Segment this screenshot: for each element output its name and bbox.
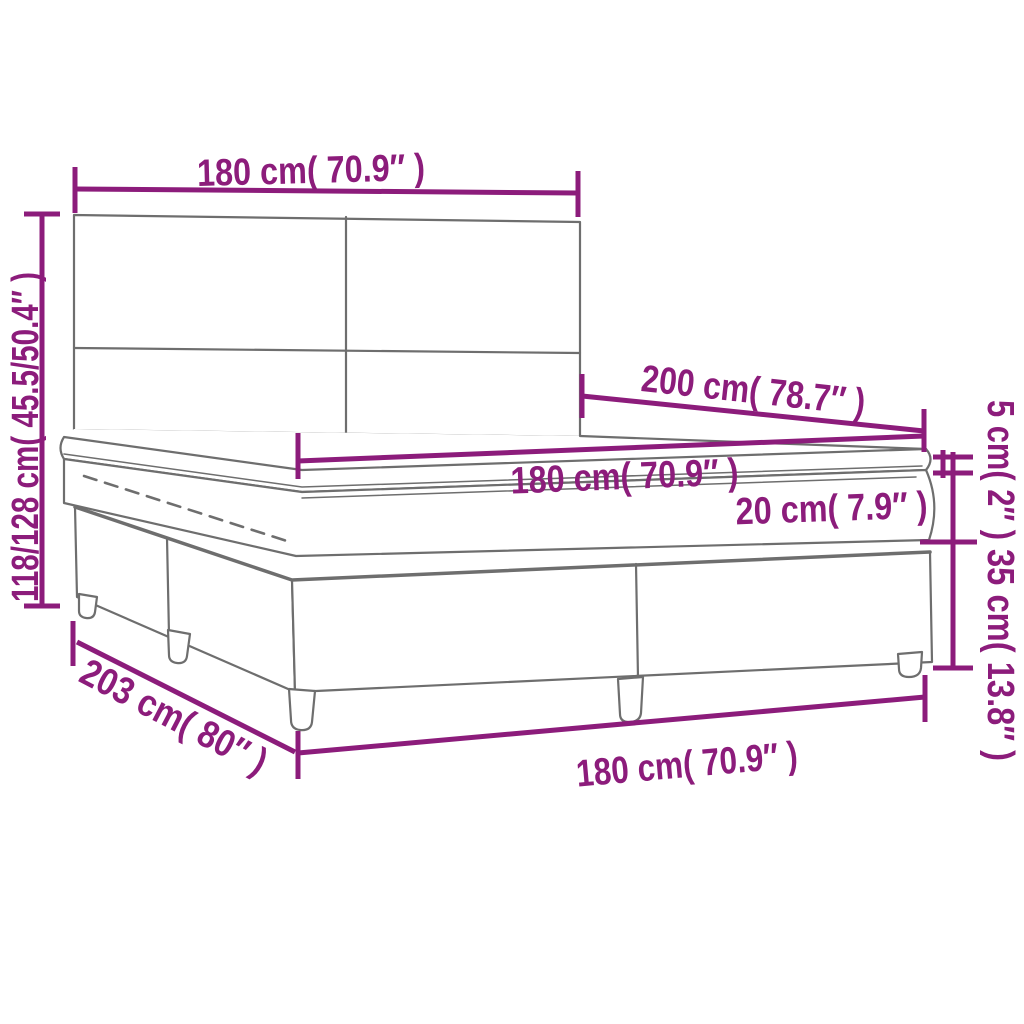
label-mattress-width: 180 cm( 70.9″ ): [510, 451, 740, 502]
label-mattress-thickness: 20 cm( 7.9″ ): [735, 485, 928, 534]
leg-mid-left: [166, 628, 192, 665]
base-front-face: [290, 550, 934, 694]
leg-back-left: [77, 592, 99, 620]
label-base-width: 180 cm( 70.9″ ): [575, 734, 800, 795]
leg-front-middle: [616, 675, 645, 724]
base-left-divider: [165, 536, 171, 637]
topper-top-surface: [64, 429, 926, 470]
bed-legs: [77, 592, 924, 732]
mattress: [62, 457, 936, 558]
mattress-stitch-marks: [82, 474, 292, 544]
topper-piping-line: [63, 453, 923, 488]
headboard-outline: [72, 213, 582, 439]
label-overall-height: 118/128 cm( 45.5/50.4″ ): [5, 272, 47, 602]
dim-line-mattress-width: [295, 433, 925, 479]
leg-front-right: [896, 650, 924, 679]
dim-line-headboard-width: [72, 167, 581, 217]
label-headboard-width: 180 cm( 70.9″ ): [197, 147, 426, 195]
dim-line-mattress-length: [579, 374, 927, 452]
base-front-divider: [634, 562, 640, 680]
label-topper-thickness: 5 cm( 2″ ): [979, 400, 1021, 540]
headboard: [72, 213, 582, 439]
leg-front-corner: [287, 687, 317, 732]
box-spring-base: [73, 505, 934, 694]
dimension-lines: [24, 167, 977, 779]
dim-line-overall-length: [70, 621, 297, 755]
label-base-height: 35 cm( 13.8″ ): [979, 549, 1021, 761]
mattress-piping-line: [301, 476, 917, 499]
headboard-horizontal-seam: [72, 346, 582, 355]
dim-line-right-stack: [920, 450, 977, 671]
bed-drawing: [59, 213, 936, 732]
base-top-edge: [73, 505, 932, 582]
label-overall-length: 203 cm( 80″ ): [73, 651, 274, 783]
dim-line-base-width: [295, 675, 928, 779]
dim-line-overall-height: [24, 211, 60, 609]
